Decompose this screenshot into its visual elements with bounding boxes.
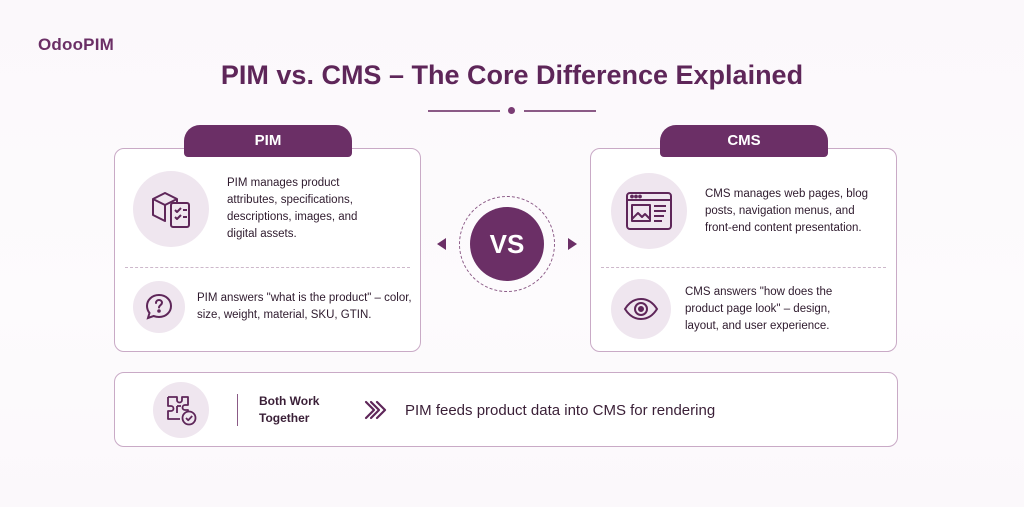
cms-answer: CMS answers "how does the product page l…	[685, 285, 833, 332]
product-box-checklist-icon	[133, 171, 209, 247]
double-chevron-right-icon	[363, 399, 391, 426]
both-work-together-heading: Both Work Together	[259, 394, 320, 425]
pim-feeds-cms-message: PIM feeds product data into CMS for rend…	[405, 402, 716, 419]
question-bubble-icon	[133, 281, 185, 333]
page-title: PIM vs. CMS – The Core Difference Explai…	[220, 60, 804, 90]
puzzle-check-icon	[153, 382, 209, 438]
arrow-left-icon	[437, 238, 446, 250]
pim-description: PIM manages product attributes, specific…	[227, 177, 358, 240]
pim-tab: PIM	[184, 125, 352, 157]
vs-label: VS	[470, 207, 544, 281]
bottom-separator	[237, 394, 238, 426]
pim-panel: PIM manages product attributes, specific…	[114, 148, 421, 352]
together-bar: Both Work Together PIM feeds product dat…	[114, 372, 898, 447]
pim-answer: PIM answers "what is the product" – colo…	[197, 292, 412, 321]
vs-badge: VS	[459, 196, 555, 292]
title-divider	[428, 105, 596, 117]
eye-icon	[611, 279, 671, 339]
cms-description: CMS manages web pages, blog posts, navig…	[705, 187, 869, 234]
arrow-right-icon	[568, 238, 577, 250]
brand-logo: OdooPIM	[38, 35, 114, 54]
web-page-layout-icon	[611, 173, 687, 249]
cms-panel: CMS manages web pages, blog posts, navig…	[590, 148, 897, 352]
cms-tab: CMS	[660, 125, 828, 157]
